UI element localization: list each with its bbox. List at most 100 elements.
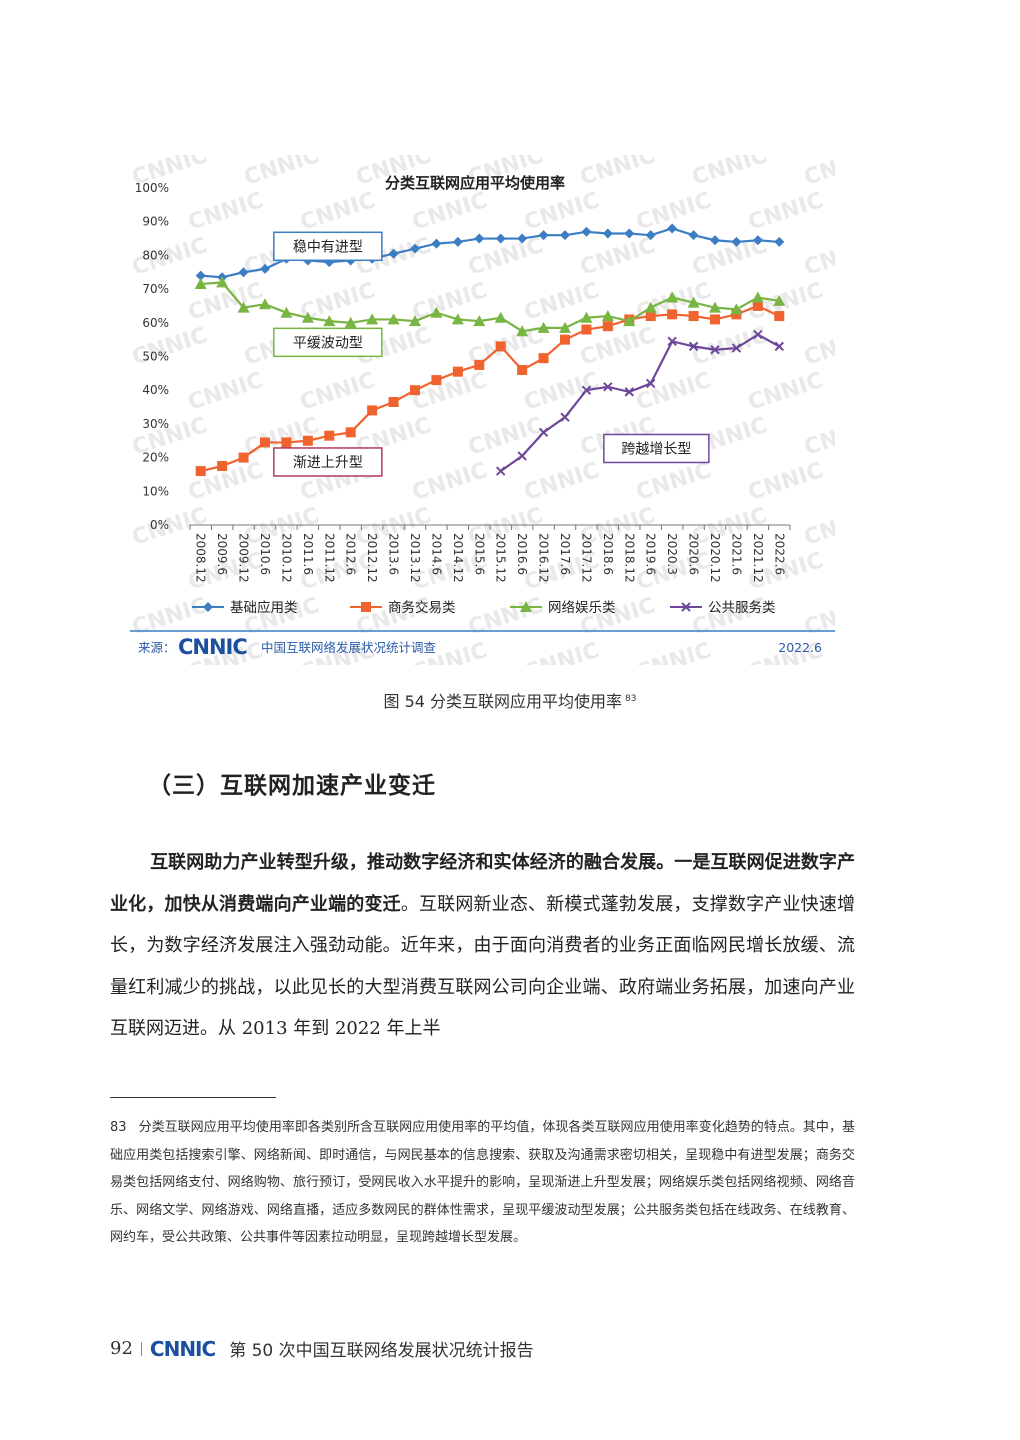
- x-tick-label: 2016.12: [537, 533, 551, 583]
- data-point-square: [752, 300, 763, 311]
- data-point-diamond: [538, 230, 549, 241]
- x-tick-label: 2009.6: [215, 533, 229, 575]
- data-point-x-stroke: [688, 341, 699, 352]
- x-tick-label: 2011.6: [301, 533, 315, 575]
- data-point-square: [517, 364, 528, 375]
- watermark-text: CNNIC: [633, 458, 714, 506]
- legend-label: 网络娱乐类: [548, 600, 616, 616]
- data-point-square: [324, 430, 335, 441]
- data-point-diamond: [624, 228, 635, 239]
- data-point-diamond: [495, 233, 506, 244]
- figure-caption: 图 54 分类互联网应用平均使用率 83: [0, 688, 1020, 712]
- y-tick-label: 20%: [142, 451, 169, 465]
- watermark-text: CNNIC: [465, 413, 546, 461]
- watermark-text: CNNIC: [130, 323, 210, 371]
- data-point-diamond: [560, 230, 570, 241]
- data-point-x: [710, 345, 720, 355]
- watermark-text: CNNIC: [409, 188, 490, 236]
- data-point-x-stroke: [667, 336, 677, 347]
- data-point-diamond: [774, 236, 785, 247]
- data-point-x: [538, 427, 549, 438]
- data-point-x-stroke: [560, 412, 570, 422]
- data-point-diamond: [195, 270, 206, 281]
- data-point-diamond: [667, 223, 678, 234]
- watermark-text: CNNIC: [241, 155, 322, 191]
- watermark-text: CNNIC: [577, 155, 658, 191]
- x-tick-label: 2012.6: [344, 533, 358, 575]
- data-point-x: [624, 387, 634, 397]
- x-tick-label: 2018.12: [622, 533, 636, 583]
- paragraph-rest: 。互联网新业态、新模式蓬勃发展，支撑数字产业快速增长，为数字经济发展注入强劲动能…: [110, 893, 856, 1040]
- data-point-triangle: [409, 315, 421, 327]
- data-point-x-stroke: [624, 387, 634, 397]
- data-point-diamond: [710, 235, 720, 246]
- data-point-triangle: [730, 303, 743, 315]
- footer-logo: CNNIC: [149, 1336, 216, 1361]
- footnote-number: 83: [110, 1120, 127, 1135]
- data-point-triangle: [323, 315, 336, 327]
- data-point-diamond: [410, 243, 420, 254]
- data-point-triangle: [537, 321, 550, 333]
- y-tick-label: 80%: [142, 248, 169, 262]
- watermark-text: CNNIC: [633, 638, 714, 665]
- annotation-label: 平缓波动型: [293, 335, 363, 351]
- data-point-diamond: [388, 248, 399, 259]
- data-point-triangle: [559, 321, 571, 333]
- x-tick-label: 2018.6: [601, 533, 615, 575]
- watermark-layer: CNNIC CNNIC CNNIC CNNIC CNNIC CNNIC CNNICCNNIC…: [130, 155, 835, 665]
- x-tick-label: 2020.12: [708, 533, 722, 583]
- data-point-triangle: [237, 301, 250, 313]
- legend-marker-stroke: [681, 602, 691, 612]
- data-point-x: [646, 378, 656, 389]
- footnote: 83 分类互联网应用平均使用率即各类别所含互联网应用使用率的平均值，体现各类互联网…: [110, 1114, 855, 1252]
- source-text: 中国互联网络发展状况统计调查: [261, 640, 437, 655]
- x-tick-label: 2019.6: [644, 533, 658, 575]
- y-tick-label: 30%: [142, 417, 169, 431]
- x-tick-label: 2011.12: [322, 533, 336, 583]
- y-tick-label: 90%: [142, 215, 169, 229]
- data-point-x-stroke: [538, 427, 549, 438]
- data-point-square: [667, 309, 678, 320]
- data-point-square: [710, 314, 720, 325]
- data-point-triangle: [580, 311, 593, 323]
- watermark-text: CNNIC: [185, 188, 266, 236]
- x-tick-label: 2012.12: [365, 533, 379, 583]
- data-point-triangle: [451, 313, 464, 325]
- legend-label: 公共服务类: [708, 600, 776, 616]
- data-point-square: [731, 309, 742, 320]
- data-point-triangle: [494, 311, 507, 323]
- watermark-text: CNNIC: [521, 368, 602, 416]
- legend-marker: [520, 601, 532, 612]
- data-point-x: [581, 385, 592, 395]
- data-point-diamond: [431, 238, 442, 249]
- x-tick-label: 2015.6: [472, 533, 486, 575]
- watermark-text: CNNIC: [409, 458, 490, 506]
- data-point-triangle: [430, 306, 443, 318]
- data-point-square: [474, 359, 485, 370]
- data-point-square: [217, 461, 228, 472]
- source-label: 来源：: [138, 640, 176, 655]
- watermark-text: CNNIC: [689, 155, 770, 191]
- x-tick-label: 2022.6: [772, 533, 786, 575]
- watermark-text: CNNIC: [521, 188, 602, 236]
- watermark-text: CNNIC: [745, 458, 826, 506]
- data-point-triangle: [751, 291, 764, 303]
- data-point-triangle: [280, 306, 293, 318]
- x-tick-label: 2014.12: [451, 533, 465, 583]
- data-point-triangle: [366, 313, 379, 325]
- chart-svg: CNNIC CNNIC CNNIC CNNIC CNNIC CNNIC CNNICCNNIC…: [130, 155, 835, 665]
- data-point-x: [688, 341, 699, 352]
- data-point-x: [753, 329, 763, 340]
- caption-footnote-ref[interactable]: 83: [625, 693, 637, 704]
- data-point-square: [495, 341, 506, 352]
- y-tick-label: 60%: [142, 316, 169, 330]
- data-point-x-stroke: [603, 382, 613, 392]
- y-tick-label: 70%: [142, 282, 169, 296]
- footer-separator: [140, 1341, 142, 1356]
- source-logo: CNNIC: [178, 635, 247, 659]
- watermark-text: CNNIC: [521, 638, 602, 665]
- data-point-square: [774, 311, 785, 322]
- data-point-diamond: [260, 263, 270, 274]
- data-point-square: [388, 396, 399, 407]
- data-point-triangle: [344, 316, 357, 328]
